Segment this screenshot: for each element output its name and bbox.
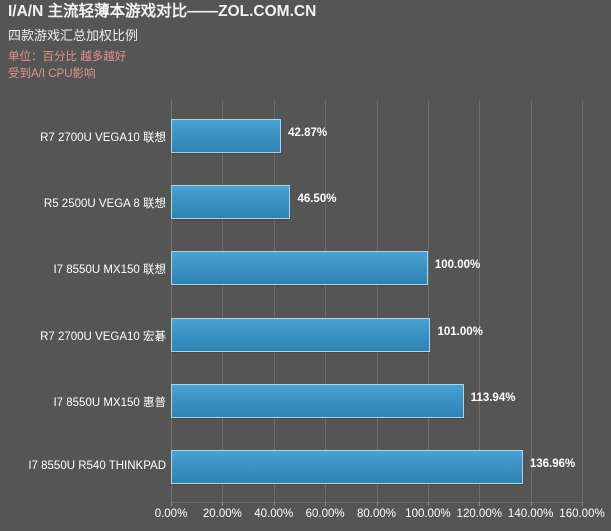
category-axis-labels: R7 2700U VEGA10 联想 R5 2500U VEGA 8 联想 I7 8…: [0, 100, 166, 502]
x-tick-label: 160.00%: [559, 508, 605, 520]
tick-mark: [479, 502, 481, 506]
bars-container: 42.87% 46.50% 100.00% 101.00% 113.94% 136.96%: [171, 100, 582, 502]
gridline: [530, 100, 532, 502]
x-axis-tick-labels: 0.00% 20.00% 40.00% 60.00% 80.00% 100.00% 120.…: [0, 508, 611, 528]
chart-subtitle: 四款游戏汇总加权比例: [8, 28, 139, 43]
bar-value-label: 42.87%: [288, 127, 328, 139]
gridline: [273, 100, 275, 502]
bar-row: 113.94%: [171, 383, 582, 418]
note-cpu-influence: 受到A/I CPU影响: [8, 68, 96, 80]
bar-value-label: 46.50%: [297, 193, 337, 206]
chart-header: I/A/N 主流轻薄本游戏对比——ZOL.COM.CN 四款游戏汇总加权比例 单…: [8, 2, 603, 83]
bar-row: 136.96%: [171, 450, 582, 484]
page-title: I/A/N 主流轻薄本游戏对比——ZOL.COM.CN: [8, 3, 317, 20]
category-label: R5 2500U VEGA 8 联想: [43, 198, 166, 211]
x-tick-label: 40.00%: [254, 508, 294, 520]
category-label: I7 8550U MX150 惠普: [53, 396, 166, 409]
x-tick-label: 120.00%: [456, 508, 502, 520]
tick-mark: [530, 502, 532, 506]
tick-mark: [325, 502, 327, 506]
category-label: R7 2700U VEGA10 联想: [40, 132, 166, 144]
bar[interactable]: [171, 450, 523, 484]
x-tick-label: 0.00%: [154, 508, 188, 520]
category-label: R7 2700U VEGA10 宏碁: [40, 330, 166, 343]
tick-mark: [376, 502, 378, 506]
bar[interactable]: [171, 185, 291, 220]
bar[interactable]: [171, 317, 431, 352]
gridline: [427, 100, 429, 502]
x-tick-label: 100.00%: [405, 508, 451, 520]
gridline: [582, 100, 583, 502]
gridline: [222, 100, 224, 502]
gridline: [171, 100, 172, 502]
bar[interactable]: [171, 119, 282, 153]
bar-row: 101.00%: [171, 317, 582, 352]
bar-value-label: 100.00%: [434, 259, 481, 272]
category-label: I7 8550U MX150 联想: [53, 264, 166, 277]
tick-mark: [582, 502, 583, 506]
x-tick-label: 60.00%: [305, 508, 345, 520]
category-label: I7 8550U R540 THINKPAD: [28, 460, 166, 472]
note-unit: 单位：百分比 越多越好: [8, 51, 127, 63]
gridline: [376, 100, 378, 502]
bar-row: 100.00%: [171, 251, 582, 286]
bar-row: 46.50%: [171, 185, 582, 220]
x-tick-label: 20.00%: [202, 508, 242, 520]
tick-mark: [273, 502, 275, 506]
bar[interactable]: [171, 251, 428, 286]
tick-mark: [427, 502, 429, 506]
x-tick-label: 140.00%: [507, 508, 554, 520]
tick-mark: [171, 502, 172, 506]
tick-mark: [222, 502, 224, 506]
bar-value-label: 101.00%: [437, 325, 483, 338]
bar-row: 42.87%: [171, 119, 582, 153]
gridline: [479, 100, 481, 502]
gridline: [325, 100, 327, 502]
bar-value-label: 136.96%: [529, 458, 576, 470]
bar[interactable]: [171, 383, 464, 418]
bar-value-label: 113.94%: [470, 391, 516, 404]
x-tick-label: 80.00%: [356, 508, 397, 520]
